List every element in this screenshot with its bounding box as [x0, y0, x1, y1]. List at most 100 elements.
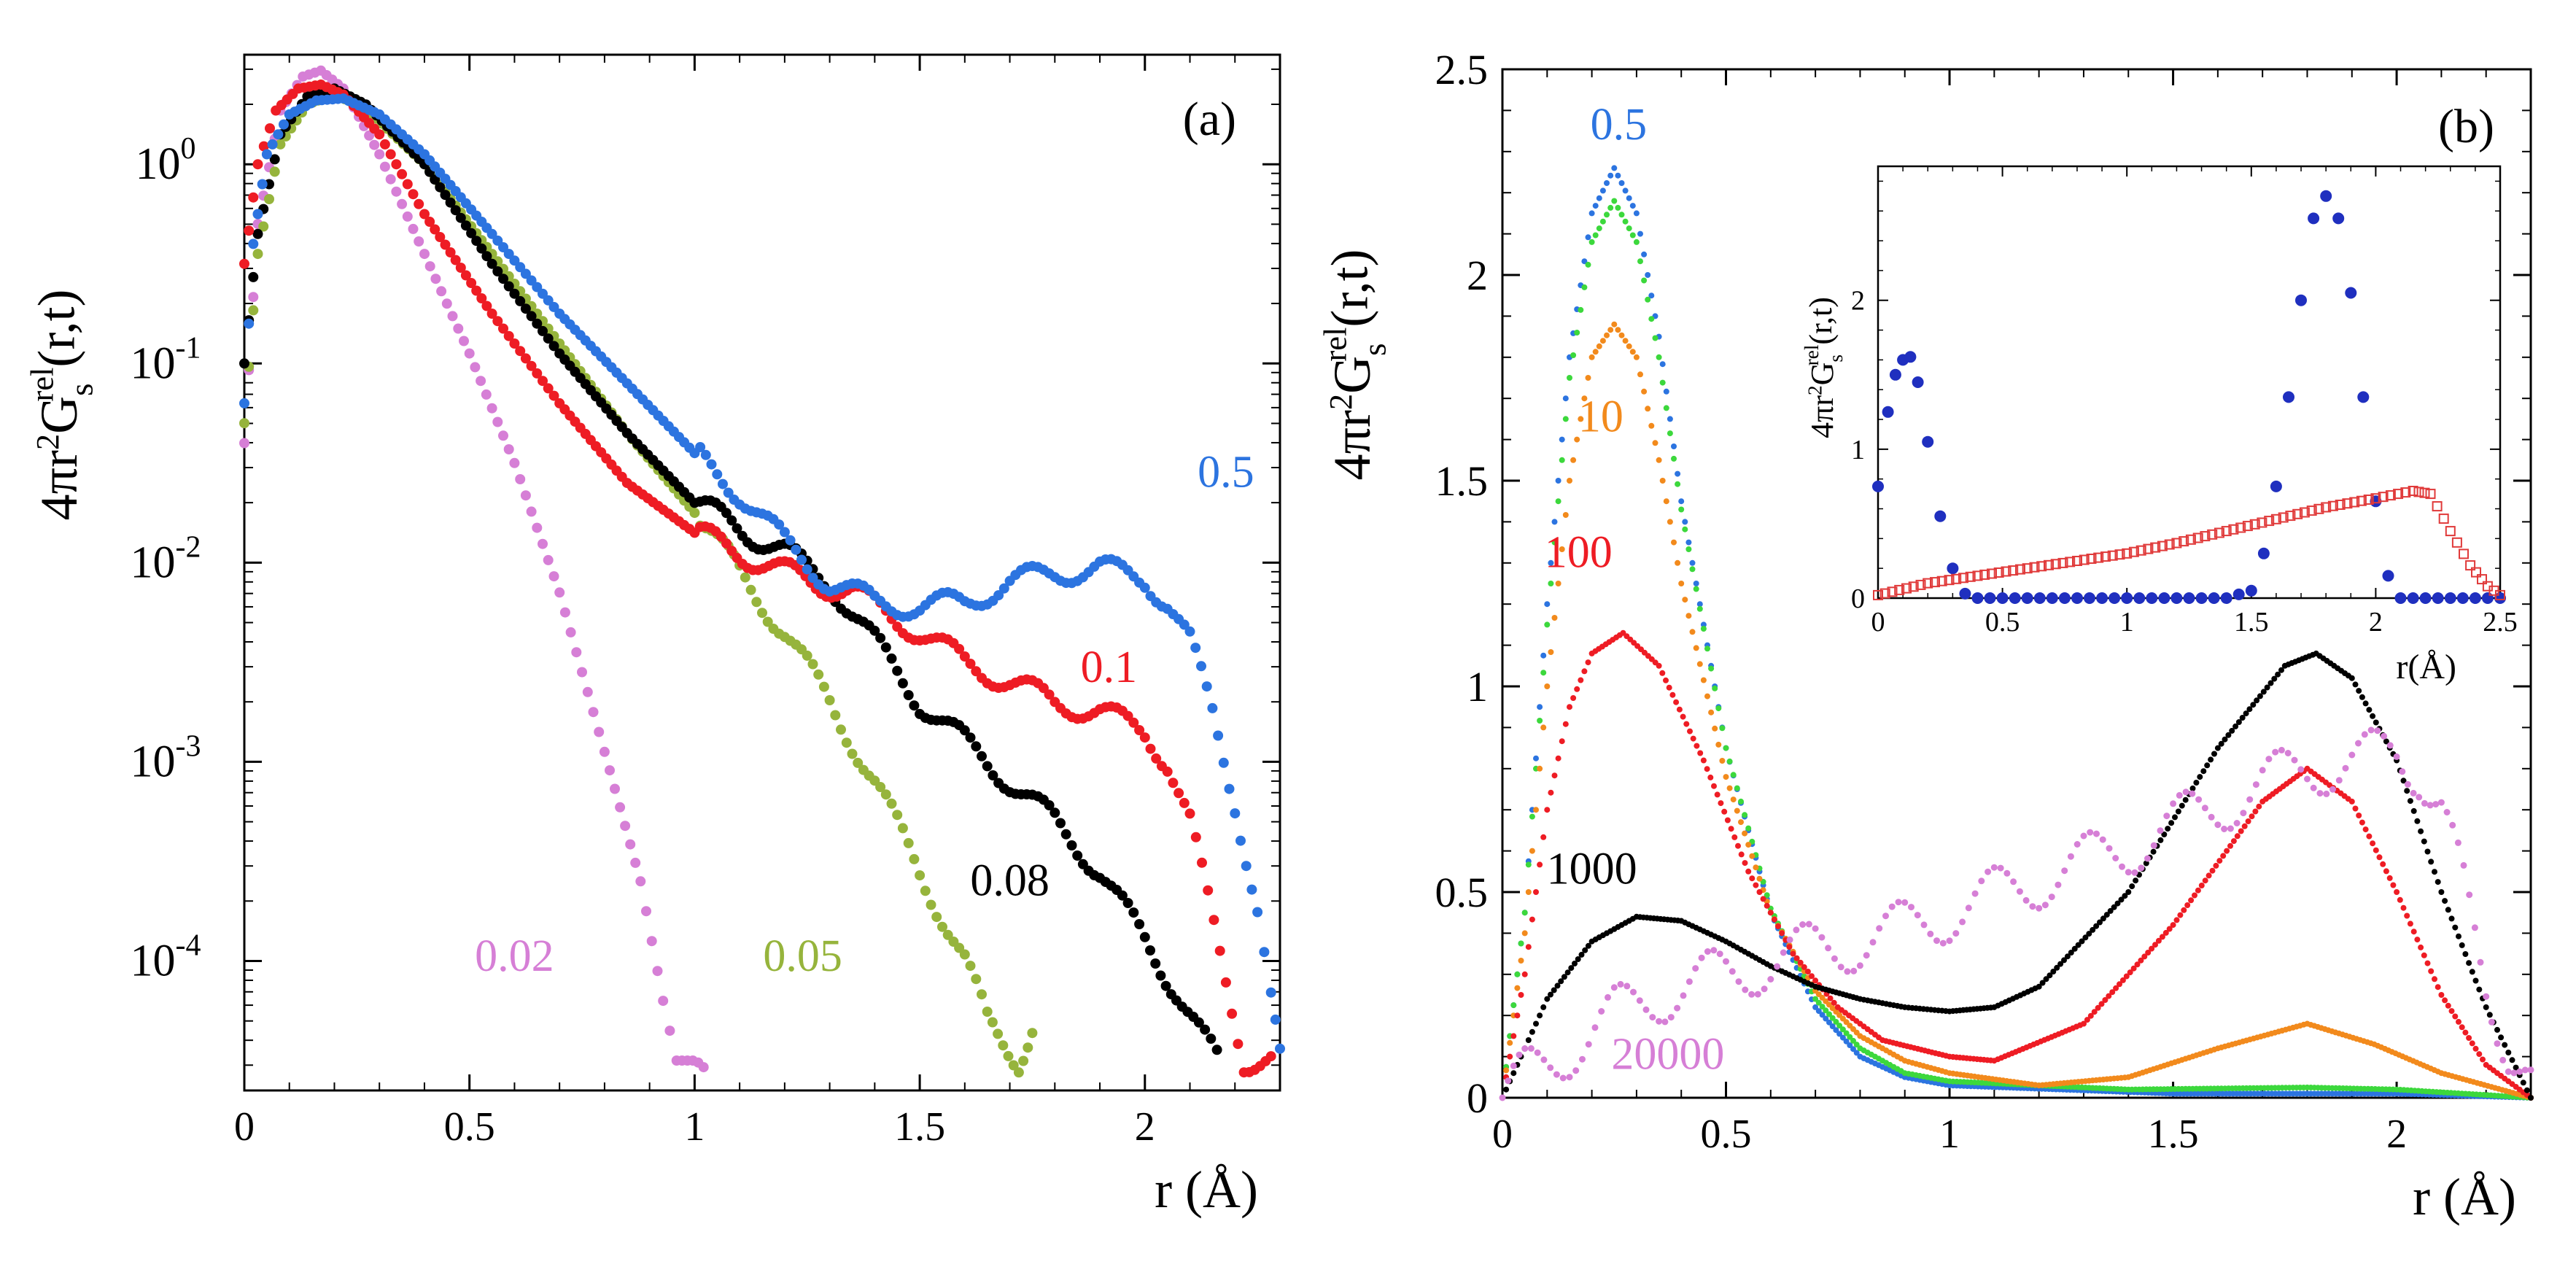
panel-b-point: [2483, 993, 2490, 1000]
panel-b-point: [2249, 813, 2255, 820]
inset-point: [2357, 391, 2370, 403]
panel-b-point: [2404, 780, 2411, 788]
panel-b-point: [1581, 395, 1588, 402]
inset-point: [2295, 294, 2307, 306]
panel-b-point: [2407, 798, 2413, 805]
panel-b-point: [2410, 789, 2417, 797]
panel-a-point: [441, 298, 452, 309]
inset-point: [2425, 489, 2436, 500]
panel-a-point: [751, 597, 762, 608]
panel-a-point: [1233, 1039, 1244, 1050]
panel-a-point: [239, 398, 249, 408]
panel-b-point: [1767, 910, 1774, 916]
panel-a-point: [1134, 725, 1145, 735]
inset-point: [2249, 519, 2260, 530]
panel-b-point: [1633, 239, 1640, 245]
panel-b-point: [1730, 772, 1737, 778]
inset-xlabel: r(Å): [2396, 648, 2456, 686]
panel-a-point: [559, 607, 570, 618]
panel-a-point: [1155, 970, 1166, 981]
panel-b-point: [1682, 526, 1688, 532]
panel-b-point: [2494, 1040, 2501, 1047]
panel-a-point: [1050, 807, 1060, 818]
panel-a-point: [248, 192, 259, 203]
inset-point: [2471, 567, 2481, 578]
inset-point: [2207, 529, 2218, 540]
panel-b-point: [1678, 498, 1685, 505]
panel-a-point: [641, 906, 651, 917]
panel-b-point: [1633, 354, 1640, 360]
panel-b-point: [1667, 1014, 1675, 1021]
panel-b-point: [2483, 1004, 2489, 1010]
panel-b-point: [1618, 332, 1625, 338]
panel-b-point: [2200, 768, 2207, 775]
inset-point: [1882, 406, 1894, 418]
panel-b-point: [1685, 978, 1693, 985]
panel-a-point: [1184, 808, 1195, 819]
panel-a-point: [548, 390, 559, 401]
panel-b-point: [1939, 939, 1947, 947]
panel-b-point: [1671, 443, 1677, 449]
panel-b-ylabel-part: 4πr: [1323, 410, 1381, 480]
inset-point: [2214, 527, 2224, 538]
panel-a-point: [264, 194, 274, 204]
panel-b-point: [1581, 284, 1588, 290]
panel-b-point: [1680, 713, 1686, 720]
panel-b-point: [1592, 203, 1599, 209]
inset-point: [2306, 505, 2317, 516]
panel-b-point: [1626, 225, 1632, 232]
panel-b-point: [2316, 790, 2324, 797]
panel-a-point: [509, 338, 520, 349]
inset-point: [2394, 592, 2407, 604]
panel-b-point: [1698, 954, 1705, 961]
panel-b-point: [2114, 900, 2121, 907]
panel-b-point: [1568, 965, 1575, 972]
panel-b-point: [2109, 989, 2116, 996]
panel-a-point: [847, 748, 858, 759]
panel-a-point: [698, 1062, 709, 1073]
panel-a-point: [875, 782, 886, 792]
panel-b-point: [2198, 883, 2205, 888]
panel-b-point: [1738, 851, 1745, 858]
panel-a-point: [588, 707, 599, 718]
panel-b-point: [2133, 877, 2139, 884]
panel-b-point: [1505, 1077, 1512, 1085]
inset-point: [1996, 592, 2009, 604]
panel-b-point: [2081, 1020, 2087, 1027]
panel-b-point: [1525, 889, 1532, 895]
panel-b-point: [2443, 809, 2451, 815]
panel-b-point: [1582, 947, 1588, 953]
panel-b-point: [1756, 889, 1763, 895]
panel-b-point: [2175, 808, 2181, 815]
inset-point: [2108, 592, 2121, 604]
panel-b-point: [1724, 817, 1731, 823]
panel-b-point: [2204, 762, 2211, 769]
panel-a-point: [252, 209, 263, 220]
panel-a-point: [897, 678, 908, 689]
panel-a-point: [1265, 1051, 1276, 1062]
panel-a-point: [239, 358, 249, 369]
panel-b-point: [2438, 889, 2445, 895]
inset-point: [2299, 507, 2310, 518]
panel-b-point: [2227, 842, 2233, 849]
panel-b-point: [1693, 645, 1699, 651]
panel-b-point: [1544, 683, 1551, 689]
panel-b-point: [2509, 1057, 2515, 1063]
panel-a-ylabel: 4πr2Gsrel(r,t): [24, 290, 100, 521]
panel-a-point: [1013, 1067, 1024, 1078]
panel-b-point: [1645, 406, 1651, 412]
panel-b-point: [2494, 1026, 2500, 1033]
panel-b-point: [2123, 973, 2130, 980]
panel-a-point: [1122, 710, 1133, 721]
panel-a-point: [875, 632, 886, 643]
panel-b-point: [1503, 1067, 1510, 1074]
panel-a-point: [492, 235, 503, 246]
panel-b-point: [1615, 327, 1621, 333]
panel-a-point: [830, 710, 841, 721]
panel-a-point: [471, 285, 482, 296]
panel-b-point: [1812, 1004, 1819, 1010]
panel-b-point: [2381, 732, 2388, 740]
panel-b-series-100: [1500, 629, 2534, 1101]
panel-b-point: [2366, 833, 2373, 840]
panel-b-point: [1760, 896, 1766, 902]
